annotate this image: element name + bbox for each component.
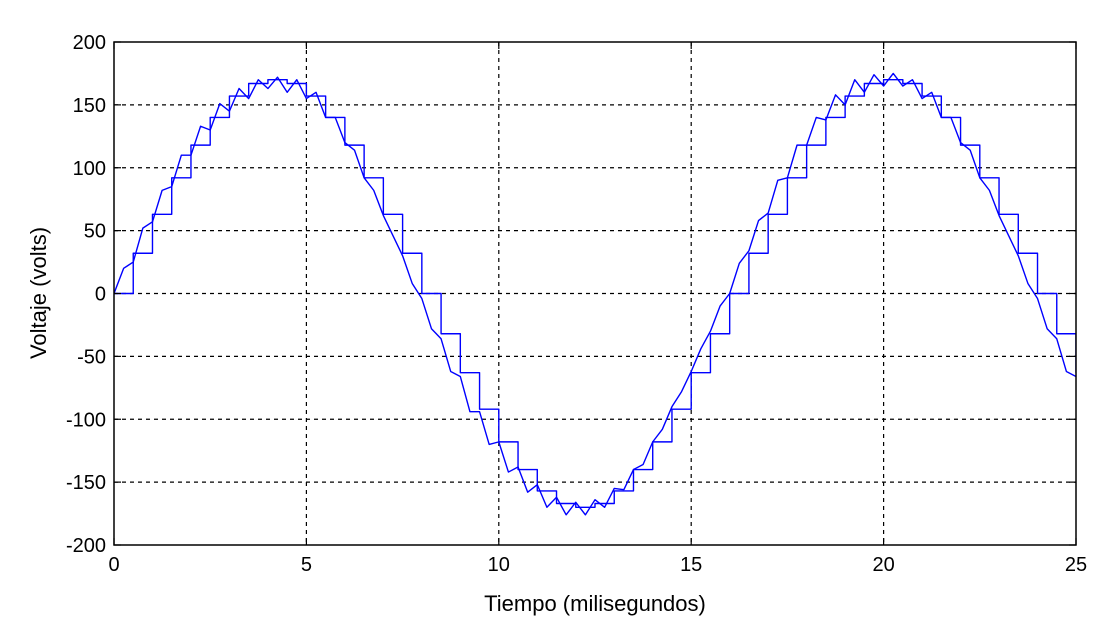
x-axis-label: Tiempo (milisegundos) <box>484 591 706 616</box>
x-tick-label: 15 <box>680 554 702 576</box>
y-tick-label: -100 <box>66 409 106 431</box>
y-tick-label: 0 <box>95 284 106 306</box>
ripple-series-line <box>114 72 1076 516</box>
x-tick-label: 0 <box>108 554 119 576</box>
x-tick-labels: 0 5 10 15 20 25 <box>108 554 1087 576</box>
grid <box>114 42 1076 545</box>
y-axis-label: Voltaje (volts) <box>26 227 51 359</box>
x-tick-label: 20 <box>872 554 894 576</box>
y-tick-label: 150 <box>73 95 106 117</box>
x-tick-label: 10 <box>488 554 510 576</box>
staircase-series-line <box>114 79 1076 508</box>
y-tick-label: -150 <box>66 472 106 494</box>
y-tick-label: -200 <box>66 535 106 557</box>
x-tick-label: 5 <box>301 554 312 576</box>
tick-marks <box>113 41 1077 546</box>
x-tick-label: 25 <box>1065 554 1087 576</box>
y-tick-label: -50 <box>77 346 106 368</box>
y-tick-labels: 200 150 100 50 0 -50 -100 -150 -200 <box>66 32 106 557</box>
series-group <box>114 72 1076 516</box>
y-tick-label: 100 <box>73 158 106 180</box>
y-tick-label: 50 <box>84 221 106 243</box>
y-tick-label: 200 <box>73 32 106 54</box>
